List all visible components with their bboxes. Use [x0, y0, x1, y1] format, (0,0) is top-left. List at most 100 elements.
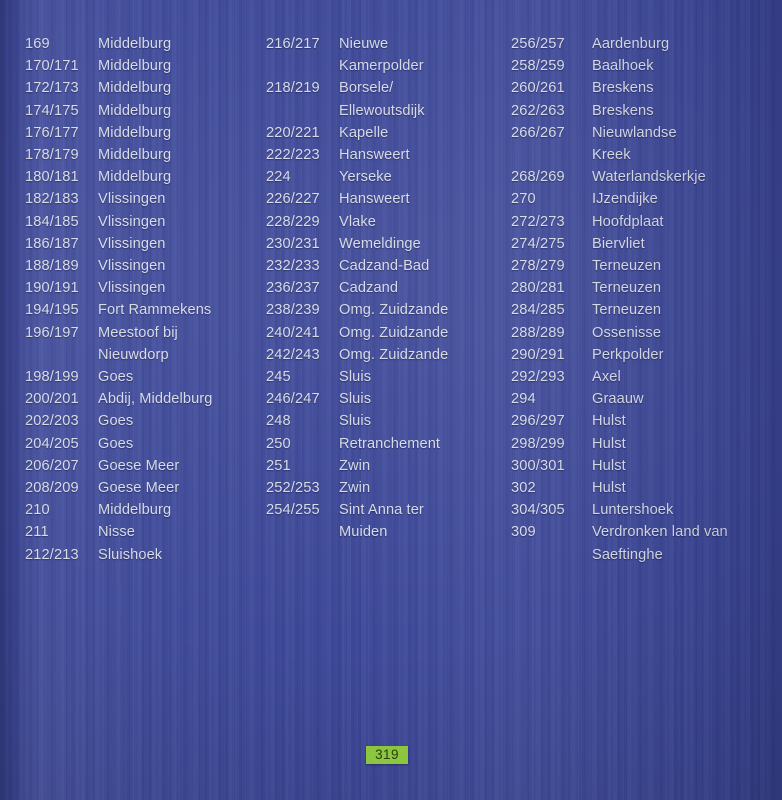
- entry-place-label: Perkpolder: [592, 344, 769, 366]
- entry-plate-number: 256/257: [511, 36, 565, 52]
- entry-place-label-continuation: Kreek: [592, 147, 631, 164]
- entry-place-label-line1: Vlissingen: [98, 191, 166, 208]
- entry-place-label-line1: Middelburg: [98, 102, 172, 119]
- entry-place-label: Axel: [592, 366, 769, 388]
- entry-place-label: Terneuzen: [592, 255, 769, 277]
- entry-place-label: Breskens: [592, 100, 769, 122]
- entry-place-label-line1: Sluishoek: [98, 546, 163, 563]
- entry-place-label: Abdij, Middelburg: [98, 388, 257, 410]
- entry-plate-number: 300/301: [511, 457, 565, 474]
- entry-plate-number: 206/207: [25, 457, 79, 474]
- entry-place-label: Goese Meer: [98, 477, 257, 499]
- page-number-badge: 319: [366, 746, 408, 764]
- index-entry: 292/293 Axel: [511, 366, 769, 388]
- entry-place-label-line1: Middelburg: [98, 502, 172, 519]
- entry-place-label: Terneuzen: [592, 277, 769, 299]
- entry-plate-number: 296/297: [511, 413, 565, 430]
- index-entry: 186/187 Vlissingen: [25, 233, 257, 255]
- entry-plate-number: 240/241: [266, 324, 320, 341]
- entry-place-label-line1: Cadzand: [339, 280, 399, 297]
- index-entry: 206/207 Goese Meer: [25, 455, 257, 477]
- entry-plate-number: 190/191: [25, 280, 79, 297]
- index-entry: 190/191 Vlissingen: [25, 277, 257, 299]
- entry-place-label: Cadzand-Bad: [339, 255, 504, 277]
- entry-place-label: Hansweert: [339, 188, 504, 210]
- entry-place-label: Baalhoek: [592, 55, 769, 77]
- entry-plate-number: 266/267: [511, 124, 565, 141]
- index-column-1: 169 Middelburg 170/171 Middelburg 172/173 Mid…: [25, 33, 257, 566]
- index-entry: 274/275 Biervliet: [511, 233, 769, 255]
- entry-plate-number: 246/247: [266, 391, 320, 408]
- entry-place-label-line1: Terneuzen: [592, 258, 662, 275]
- entry-plate-number: 200/201: [25, 391, 79, 408]
- entry-place-label: Sint Anna ter Muiden: [339, 499, 504, 543]
- entry-place-label: Omg. Zuidzande: [339, 299, 504, 321]
- entry-place-label-line1: Vlissingen: [98, 258, 166, 275]
- index-entry: 224 Yerseke: [266, 166, 504, 188]
- index-entry: 178/179 Middelburg: [25, 144, 257, 166]
- entry-plate-number: 194/195: [25, 302, 79, 319]
- entry-place-label-line1: IJzendijke: [592, 191, 658, 208]
- index-entry: 300/301 Hulst: [511, 455, 769, 477]
- entry-place-label-line1: Biervliet: [592, 235, 645, 252]
- entry-place-label: Waterlandskerkje: [592, 166, 769, 188]
- entry-place-label: Omg. Zuidzande: [339, 322, 504, 344]
- entry-place-label: Ossenisse: [592, 322, 769, 344]
- index-entry: 194/195 Fort Rammekens: [25, 299, 257, 321]
- index-entry: 182/183 Vlissingen: [25, 188, 257, 210]
- entry-place-label-continuation: Muiden: [339, 524, 388, 541]
- entry-place-label: Goes: [98, 366, 257, 388]
- entry-place-label: Cadzand: [339, 277, 504, 299]
- entry-plate-number: 304/305: [511, 502, 565, 519]
- entry-place-label-line1: Perkpolder: [592, 346, 664, 363]
- entry-place-label-line1: Breskens: [592, 80, 654, 97]
- entry-place-label-continuation: Sluis: [339, 413, 372, 430]
- entry-plate-number: 178/179: [25, 147, 79, 164]
- entry-place-label: Vlissingen: [98, 211, 257, 233]
- entry-place-label-line1: Axel: [592, 369, 621, 386]
- entry-place-label: Fort Rammekens: [98, 299, 257, 321]
- entry-place-label-line1: Hulst: [592, 435, 626, 452]
- entry-place-label: Middelburg: [98, 33, 257, 55]
- entry-plate-number: 292/293: [511, 369, 565, 386]
- index-entry: 220/221 Kapelle: [266, 122, 504, 144]
- entry-place-label-line1: Breskens: [592, 102, 654, 119]
- entry-place-label: Nieuwlandse Kreek: [592, 122, 769, 166]
- entry-plate-number: 284/285: [511, 302, 565, 319]
- entry-plate-number: 245: [266, 369, 291, 386]
- entry-place-label-line1: Hoofdplaat: [592, 213, 664, 230]
- entry-place-label: Vlissingen: [98, 188, 257, 210]
- index-entry: 218/219 Borsele/Ellewoutsdijk: [266, 77, 504, 121]
- entry-plate-number: 186/187: [25, 235, 79, 252]
- index-entry: 252/253 Zwin: [266, 477, 504, 499]
- entry-place-label: Hulst: [592, 455, 769, 477]
- entry-place-label-line1: Middelburg: [98, 147, 172, 164]
- index-entry: 270 IJzendijke: [511, 188, 769, 210]
- entry-plate-number: 172/173: [25, 80, 79, 97]
- index-entry: 304/305 Luntershoek: [511, 499, 769, 521]
- index-entry: 228/229 Vlake: [266, 211, 504, 233]
- entry-plate-number: 220/221: [266, 124, 320, 141]
- entry-plate-number: 280/281: [511, 280, 565, 297]
- entry-place-label: Vlake: [339, 211, 504, 233]
- index-entry: 296/297 Hulst: [511, 410, 769, 432]
- entry-plate-number: 204/205: [25, 435, 79, 452]
- index-entry: 309 Verdronken land van Saeftinghe: [511, 521, 769, 565]
- index-entry: 222/223 Hansweert: [266, 144, 504, 166]
- entry-plate-number: 250: [266, 435, 291, 452]
- entry-place-label: Biervliet: [592, 233, 769, 255]
- entry-place-label-line1: Middelburg: [98, 169, 172, 186]
- entry-place-label-line1: Sluis: [339, 391, 372, 408]
- entry-plate-number: 169: [25, 36, 50, 52]
- entry-place-label: Sluishoek: [98, 544, 257, 566]
- index-column-2: 216/217 Nieuwe Kamerpolder 218/219 Borsele/E…: [266, 33, 504, 544]
- entry-place-label-line1: Vlissingen: [98, 235, 166, 252]
- index-entry: 250 Retranchement: [266, 433, 504, 455]
- entry-plate-number: 254/255: [266, 502, 320, 519]
- index-entry: 212/213 Sluishoek: [25, 544, 257, 566]
- index-entry: 298/299 Hulst: [511, 433, 769, 455]
- entry-place-label: Verdronken land van Saeftinghe: [592, 521, 769, 565]
- entry-plate-number: 248: [266, 413, 291, 430]
- entry-plate-number: 212/213: [25, 546, 79, 563]
- entry-place-label: Meestoof bij Nieuwdorp: [98, 322, 257, 366]
